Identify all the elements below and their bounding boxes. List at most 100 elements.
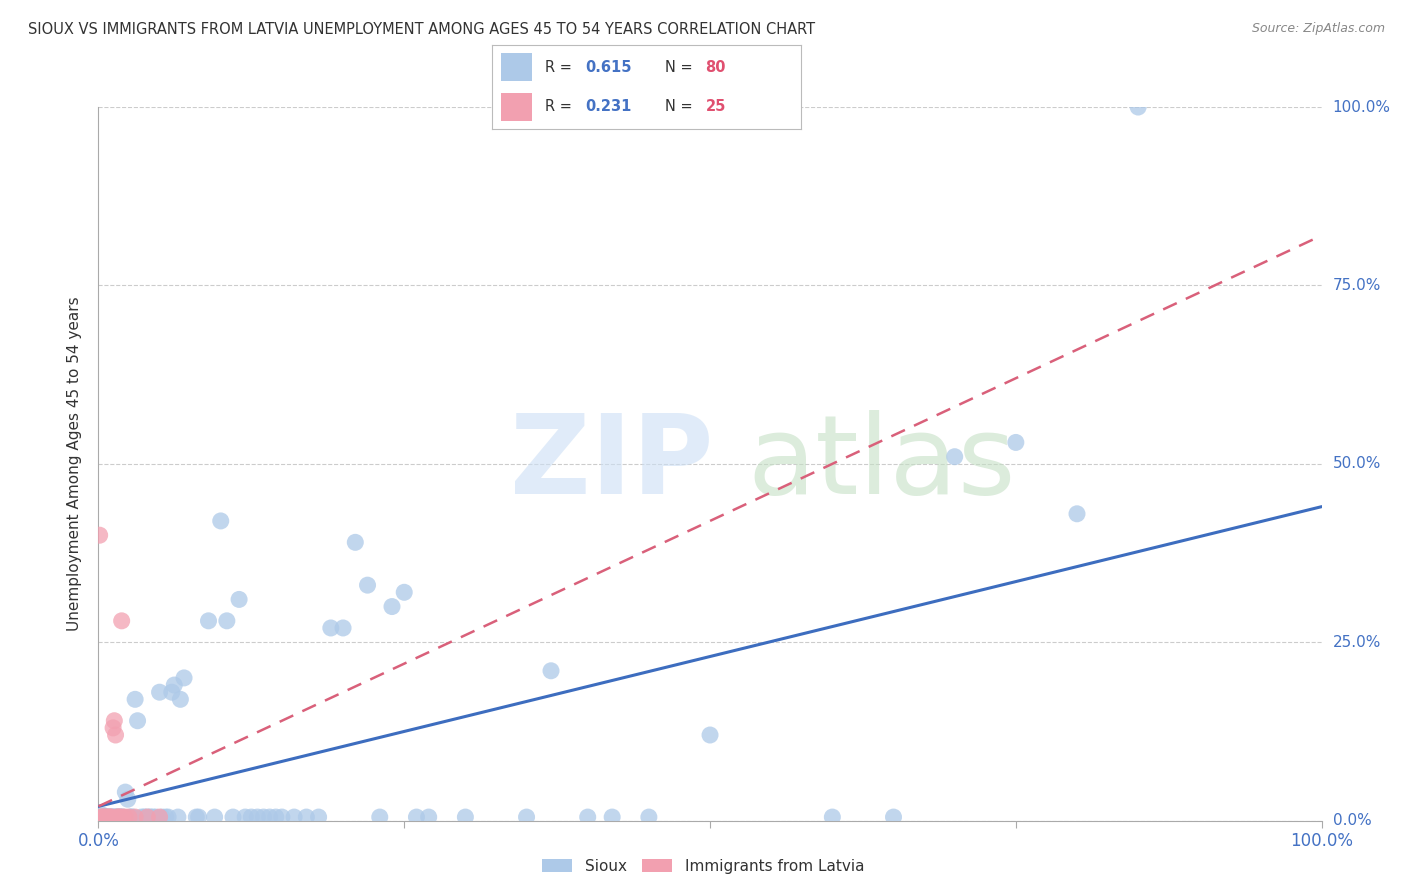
FancyBboxPatch shape bbox=[502, 54, 533, 81]
Point bbox=[91, 810, 114, 824]
Text: 25: 25 bbox=[706, 99, 725, 114]
Point bbox=[94, 810, 117, 824]
Point bbox=[111, 810, 134, 824]
Point bbox=[600, 810, 623, 824]
Point bbox=[103, 810, 125, 824]
Text: 80: 80 bbox=[706, 60, 725, 75]
Point bbox=[157, 810, 180, 824]
Point bbox=[117, 792, 139, 806]
Point bbox=[136, 810, 159, 824]
Text: R =: R = bbox=[544, 99, 576, 114]
Point bbox=[110, 810, 132, 824]
Point bbox=[105, 810, 128, 824]
Point bbox=[356, 578, 378, 592]
Point bbox=[101, 810, 124, 824]
FancyBboxPatch shape bbox=[502, 93, 533, 120]
Point bbox=[100, 810, 122, 824]
Point bbox=[91, 810, 114, 824]
Point bbox=[943, 450, 966, 464]
Point bbox=[108, 810, 131, 824]
Point bbox=[264, 810, 287, 824]
Point bbox=[93, 810, 115, 824]
Point bbox=[1004, 435, 1026, 450]
Point bbox=[139, 810, 162, 824]
Text: 100.0%: 100.0% bbox=[1333, 100, 1391, 114]
Point bbox=[107, 810, 129, 824]
Text: 0.231: 0.231 bbox=[585, 99, 631, 114]
Point bbox=[100, 810, 122, 824]
Text: ZIP: ZIP bbox=[510, 410, 714, 517]
Point bbox=[91, 810, 114, 824]
Point bbox=[98, 810, 121, 824]
Point bbox=[169, 692, 191, 706]
Point bbox=[149, 685, 172, 699]
Point bbox=[114, 810, 136, 824]
Point bbox=[108, 810, 131, 824]
Point bbox=[120, 810, 142, 824]
Point bbox=[381, 599, 404, 614]
Point bbox=[142, 810, 165, 824]
Point bbox=[104, 810, 127, 824]
Point bbox=[283, 810, 305, 824]
Point bbox=[155, 810, 177, 824]
Point bbox=[90, 810, 112, 824]
Point bbox=[121, 810, 143, 824]
Point bbox=[197, 614, 219, 628]
Point bbox=[103, 714, 125, 728]
Point bbox=[150, 810, 173, 824]
Point bbox=[240, 810, 263, 824]
Point bbox=[319, 621, 342, 635]
Point bbox=[97, 810, 120, 824]
Point bbox=[134, 810, 156, 824]
Point bbox=[233, 810, 256, 824]
Point bbox=[392, 585, 416, 599]
Legend: Sioux, Immigrants from Latvia: Sioux, Immigrants from Latvia bbox=[536, 853, 870, 880]
Point bbox=[222, 810, 245, 824]
Point bbox=[1128, 100, 1150, 114]
Point bbox=[418, 810, 440, 824]
Point bbox=[114, 785, 136, 799]
Point bbox=[127, 714, 149, 728]
Point bbox=[98, 810, 121, 824]
Point bbox=[699, 728, 721, 742]
Point bbox=[186, 810, 208, 824]
Point bbox=[405, 810, 427, 824]
Point bbox=[89, 528, 111, 542]
Point bbox=[97, 810, 120, 824]
Point bbox=[101, 810, 124, 824]
Point bbox=[252, 810, 274, 824]
Point bbox=[259, 810, 281, 824]
Point bbox=[173, 671, 195, 685]
Point bbox=[96, 810, 118, 824]
Point bbox=[540, 664, 562, 678]
Text: 25.0%: 25.0% bbox=[1333, 635, 1381, 649]
Point bbox=[204, 810, 226, 824]
Point bbox=[160, 685, 183, 699]
Text: atlas: atlas bbox=[747, 410, 1015, 517]
Point bbox=[187, 810, 209, 824]
Point bbox=[105, 810, 128, 824]
Point bbox=[637, 810, 661, 824]
Point bbox=[515, 810, 537, 824]
Point bbox=[107, 810, 129, 824]
Text: N =: N = bbox=[665, 60, 697, 75]
Point bbox=[111, 810, 134, 824]
Point bbox=[149, 810, 172, 824]
Point bbox=[368, 810, 391, 824]
Point bbox=[883, 810, 905, 824]
Point bbox=[167, 810, 190, 824]
Point bbox=[139, 810, 162, 824]
Point bbox=[129, 810, 152, 824]
Point bbox=[132, 810, 155, 824]
Point bbox=[209, 514, 232, 528]
Point bbox=[124, 692, 146, 706]
Point bbox=[124, 810, 146, 824]
Point bbox=[111, 614, 134, 628]
Point bbox=[1066, 507, 1088, 521]
Point bbox=[104, 728, 127, 742]
Point bbox=[111, 810, 134, 824]
Point bbox=[91, 808, 114, 822]
Point bbox=[101, 721, 124, 735]
Text: R =: R = bbox=[544, 60, 576, 75]
Point bbox=[145, 810, 167, 824]
